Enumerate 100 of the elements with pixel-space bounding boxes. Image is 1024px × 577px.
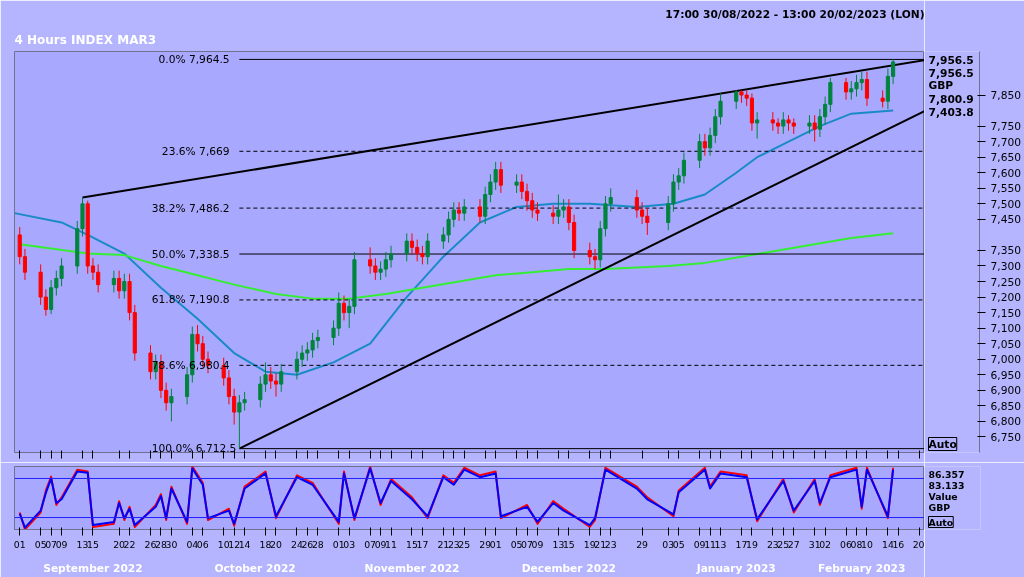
x-tick-label: 21 — [437, 538, 450, 550]
text: 86.357 — [928, 469, 965, 480]
candlestick — [697, 133, 702, 169]
x-tick-label: 03 — [343, 538, 356, 550]
candlestick — [843, 77, 849, 101]
x-tick-label: 23 — [447, 538, 460, 550]
x-tick-label: 04 — [186, 538, 199, 550]
candlestick — [514, 173, 519, 194]
text: Auto — [928, 516, 954, 528]
y-tick-label: 6,900 — [990, 384, 1022, 398]
ref-line-label: 100.0% 6,712.5 — [151, 442, 237, 456]
text: 7,403.8 — [928, 105, 974, 119]
x2-tick-label: December 2022 — [521, 561, 616, 575]
x2-tick-label: October 2022 — [214, 561, 296, 575]
x-tick-label: 16 — [892, 538, 905, 550]
candlestick — [409, 232, 415, 256]
y-tick-label: 7,550 — [990, 182, 1022, 196]
y-tick-label: 6,950 — [990, 368, 1022, 382]
y-tick-label: 7,700 — [990, 135, 1022, 149]
x-tick-label: 01 — [489, 538, 502, 550]
x-tick-label: 24 — [290, 538, 303, 550]
x-tick-label: 26 — [144, 538, 157, 550]
x-tick-label: 15 — [87, 538, 99, 550]
chart-title: 4 Hours INDEX MAR3 — [14, 32, 157, 47]
candlestick — [524, 183, 530, 212]
y-tick-label: 7,300 — [990, 259, 1022, 273]
candlestick — [775, 117, 781, 135]
text: GBP — [928, 79, 954, 92]
y-tick-label: 7,450 — [990, 213, 1022, 227]
x-tick-label: 14 — [238, 538, 251, 550]
ref-line-label: 0.0% 7,964.5 — [158, 52, 230, 66]
x-tick-label: 09 — [531, 538, 544, 550]
x-tick-label: 05 — [672, 538, 685, 550]
candlestick — [456, 201, 462, 222]
text: 7,956.5 — [928, 53, 974, 67]
y-tick-label: 7,750 — [990, 120, 1022, 134]
x-tick-label: 25 — [458, 538, 471, 550]
y-tick-label: 7,100 — [990, 322, 1022, 336]
x-tick-label: 31 — [808, 538, 821, 550]
chart-subtitle: 17:00 30/08/2022 - 13:00 20/02/2023 (LON) — [665, 7, 925, 21]
x-tick-label: 09 — [693, 538, 706, 550]
text: 7,956.5 — [928, 66, 974, 80]
candlestick — [734, 89, 739, 110]
x-tick-label: 17 — [735, 538, 748, 550]
x-tick-label: 23 — [604, 538, 617, 550]
x-tick-label: 01 — [332, 538, 345, 550]
candlestick — [477, 198, 483, 223]
y-tick-label: 7,000 — [990, 353, 1022, 367]
x-tick-label: 03 — [662, 538, 675, 550]
x-tick-label: 10 — [861, 538, 873, 550]
y-tick-label: 6,850 — [990, 399, 1022, 413]
candlestick — [702, 133, 707, 157]
x-tick-label: 13 — [76, 538, 89, 550]
candlestick — [169, 388, 174, 422]
x-tick-label: 17 — [416, 538, 429, 550]
candlestick — [812, 114, 817, 143]
y-tick-label: 7,050 — [990, 337, 1022, 351]
x-tick-label: 20 — [113, 538, 126, 550]
candlestick — [404, 232, 409, 262]
x2-tick-label: September 2022 — [43, 561, 143, 575]
text: 7,800.9 — [928, 92, 974, 106]
x-tick-label: 14 — [881, 538, 894, 550]
x-tick-label: 23 — [766, 538, 779, 550]
candlestick — [498, 161, 503, 194]
x-tick-label: 10 — [217, 538, 230, 550]
candlestick — [273, 372, 279, 398]
x-tick-label: 22 — [123, 538, 136, 550]
x-tick-label: 05 — [510, 538, 523, 550]
x-tick-label: 27 — [787, 538, 800, 550]
x-tick-label: 18 — [259, 538, 272, 550]
x-tick-label: 05 — [34, 538, 47, 550]
x-tick-label: 15 — [406, 538, 418, 550]
x-tick-label: 21 — [594, 538, 607, 550]
x-tick-label: 19 — [583, 538, 596, 550]
x2-tick-label: November 2022 — [364, 561, 460, 575]
y-tick-label: 7,650 — [990, 151, 1022, 165]
x-tick-label: 29 — [636, 538, 649, 550]
candlestick — [148, 344, 153, 380]
x-tick-label: 26 — [301, 538, 314, 550]
x2-tick-label: January 2023 — [695, 561, 776, 575]
y-tick-label: 7,350 — [990, 244, 1022, 258]
x-tick-label: 06 — [196, 538, 209, 550]
candlestick — [122, 273, 127, 300]
x2-tick-label: February 2023 — [818, 561, 906, 575]
ref-line-label: 38.2% 7,486.2 — [151, 201, 230, 215]
x-tick-label: 12 — [228, 538, 241, 550]
x-tick-label: 29 — [479, 538, 492, 550]
candlestick — [425, 232, 430, 265]
candlestick — [592, 248, 598, 270]
candlestick — [755, 111, 760, 140]
y-tick-label: 7,150 — [990, 306, 1022, 320]
y-tick-label: 6,800 — [990, 415, 1022, 429]
x-tick-label: 08 — [850, 538, 863, 550]
candlestick — [388, 245, 394, 269]
x-tick-label: 09 — [55, 538, 68, 550]
candlestick — [551, 204, 556, 225]
x-tick-label: 13 — [714, 538, 727, 550]
ref-line-label: 23.6% 7,669 — [161, 144, 230, 158]
x-tick-label: 06 — [840, 538, 853, 550]
candlestick — [807, 114, 812, 135]
